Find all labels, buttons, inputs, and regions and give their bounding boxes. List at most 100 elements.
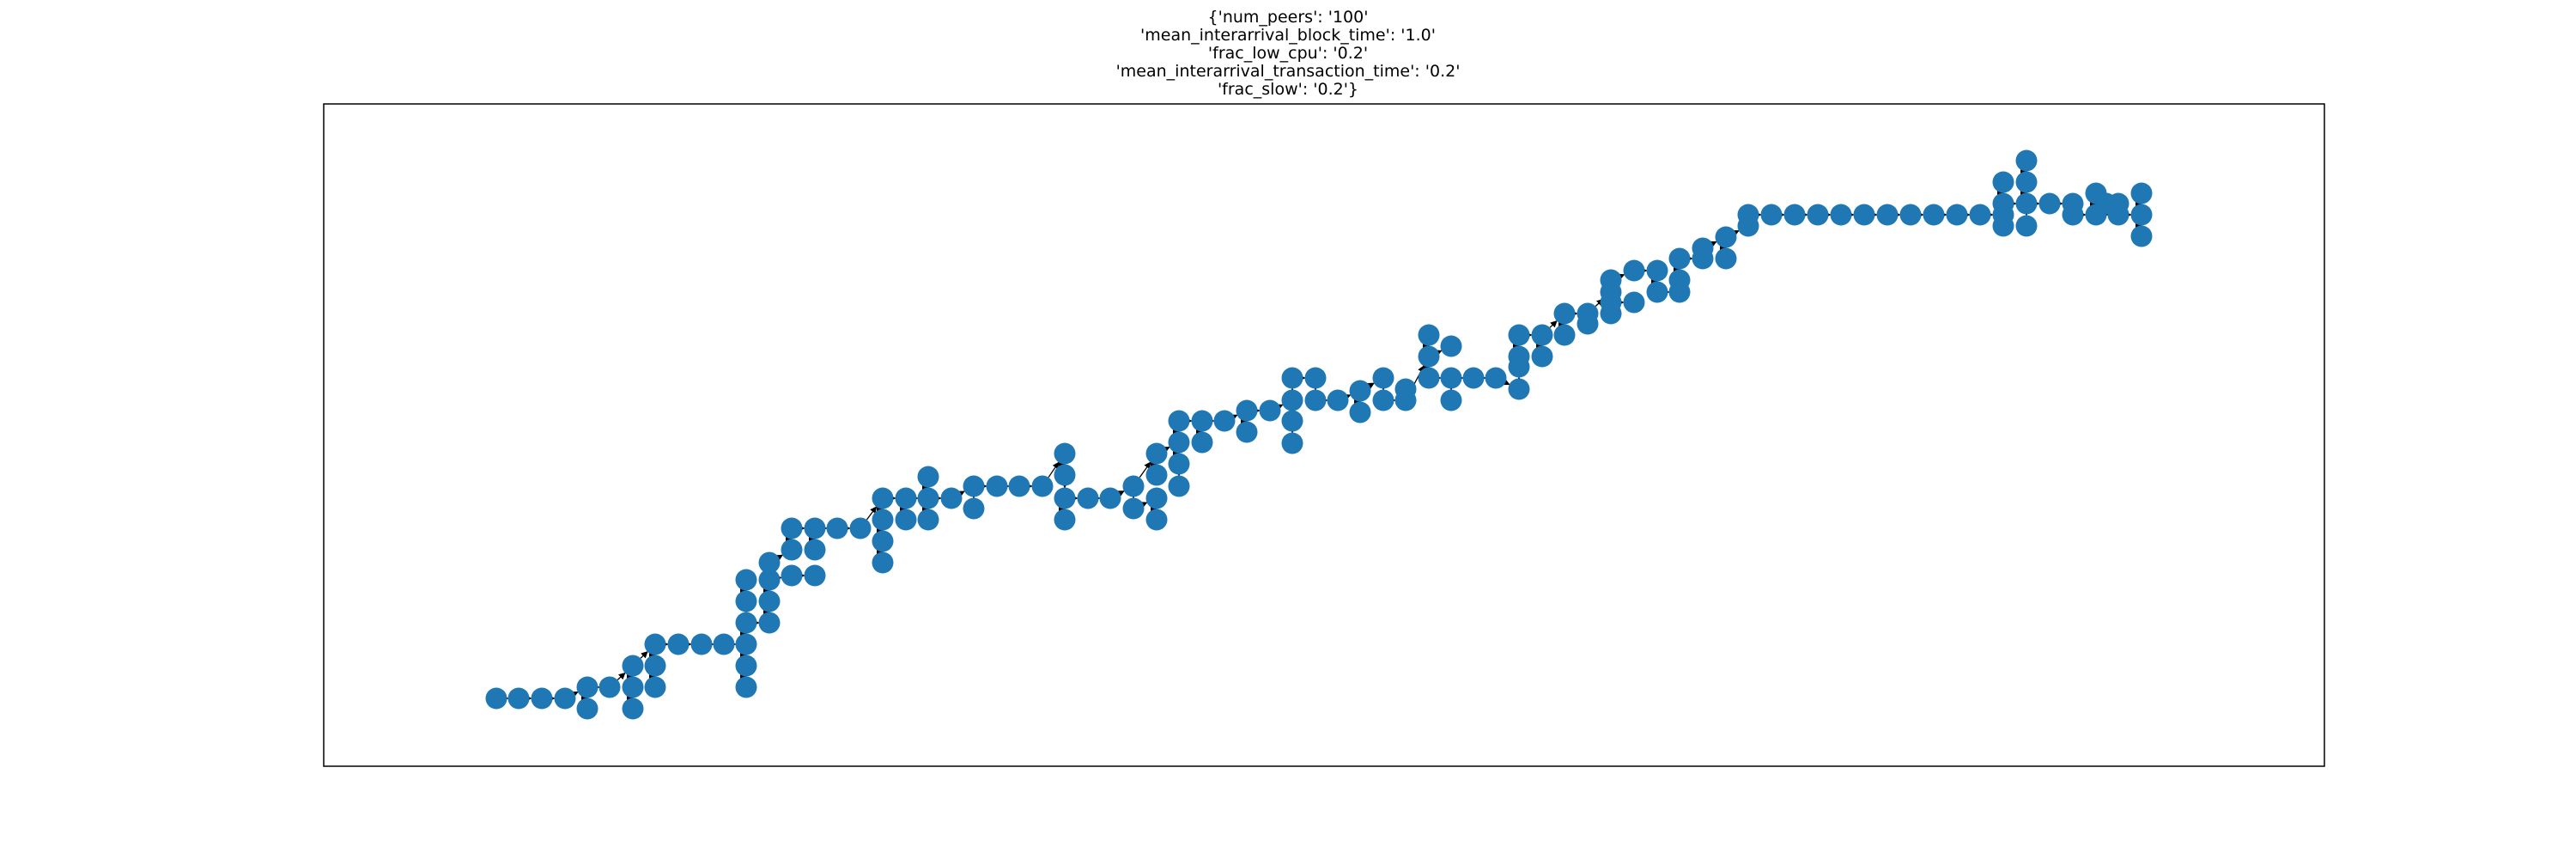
graph-node — [1992, 215, 2014, 237]
graph-node — [1122, 497, 1145, 520]
graph-node — [781, 517, 803, 539]
graph-node — [2095, 192, 2117, 215]
graph-edge — [1048, 461, 1060, 478]
graph-node — [1737, 204, 1759, 226]
graph-node — [531, 687, 553, 710]
figure-title: {'num_peers': '100' 'mean_interarrival_b… — [0, 9, 2576, 99]
graph-node — [781, 539, 803, 561]
graph-node — [895, 509, 917, 531]
graph-node — [1715, 247, 1737, 270]
graph-node — [2015, 215, 2038, 237]
graph-edge — [866, 506, 878, 521]
graph-node — [622, 698, 644, 720]
graph-node — [1668, 247, 1691, 270]
graph-node — [1236, 421, 1258, 443]
graph-node — [1807, 204, 1829, 226]
plot-frame — [323, 103, 2325, 767]
graph-node — [1646, 259, 1668, 282]
graph-node — [1168, 475, 1190, 497]
graph-node — [940, 487, 963, 509]
graph-node — [1600, 269, 1622, 291]
graph-edge — [640, 650, 648, 659]
graph-node — [1259, 399, 1281, 422]
graph-node — [1031, 475, 1054, 497]
graph-edge — [570, 691, 579, 698]
graph-node — [1969, 204, 1991, 226]
graph-node — [644, 633, 666, 655]
graph-node — [1760, 204, 1783, 226]
graph-edge — [1116, 490, 1125, 497]
title-line-4: 'mean_interarrival_transaction_time': '0… — [1115, 62, 1461, 81]
graph-node — [963, 475, 985, 497]
graph-node — [1213, 410, 1236, 432]
graph-node — [2130, 225, 2153, 247]
graph-node — [735, 676, 757, 698]
graph-node — [576, 676, 598, 698]
graph-node — [758, 551, 781, 574]
graph-edge — [775, 554, 784, 562]
graph-node — [1168, 410, 1190, 432]
graph-node — [644, 655, 666, 677]
graph-node — [872, 509, 894, 531]
graph-node — [485, 687, 507, 710]
graph-edge — [957, 490, 965, 497]
graph-edge — [1162, 447, 1170, 454]
graph-node — [1145, 464, 1168, 486]
graph-node — [1236, 399, 1258, 422]
graph-node — [735, 569, 757, 591]
graph-node — [1327, 389, 1349, 411]
graph-node — [1418, 324, 1440, 346]
graph-node — [986, 475, 1008, 497]
graph-node — [895, 487, 917, 509]
graph-node — [1418, 345, 1440, 368]
graph-node — [1876, 204, 1899, 226]
graph-node — [1623, 291, 1645, 314]
graph-node — [826, 517, 848, 539]
graph-node — [1054, 442, 1076, 465]
graph-node — [1145, 509, 1168, 531]
graph-node — [804, 517, 826, 539]
graph-node — [1992, 171, 2014, 193]
graph-node — [2015, 171, 2038, 193]
graph-node — [1946, 204, 1968, 226]
graph-edge — [1275, 404, 1284, 411]
graph-node — [917, 466, 939, 488]
graph-node — [872, 530, 894, 552]
graph-node — [735, 633, 757, 655]
graph-node — [735, 655, 757, 677]
graph-node — [1008, 475, 1030, 497]
graph-node — [1440, 335, 1462, 357]
graph-node — [622, 676, 644, 698]
graph-node — [2015, 192, 2038, 215]
graph-node — [735, 612, 757, 634]
graph-node — [872, 551, 894, 574]
graph-edge — [1367, 382, 1375, 389]
graph-node — [1304, 367, 1327, 389]
graph-node — [1553, 324, 1576, 346]
nodes-layer — [485, 149, 2153, 720]
graph-edge — [1549, 320, 1558, 328]
graph-node — [1054, 509, 1076, 531]
graph-edge — [617, 672, 626, 680]
graph-node — [1508, 345, 1530, 368]
graph-node — [917, 487, 939, 509]
graph-node — [1122, 475, 1145, 497]
graph-node — [507, 687, 530, 710]
graph-edge — [1731, 230, 1740, 237]
title-line-1: {'num_peers': '100' — [1207, 8, 1369, 27]
graph-node — [1304, 389, 1327, 411]
graph-node — [917, 509, 939, 531]
graph-node — [1440, 389, 1462, 411]
title-line-3: 'frac_low_cpu': '0.2' — [1207, 44, 1369, 63]
graph-node — [1281, 410, 1303, 432]
graph-node — [1281, 367, 1303, 389]
graph-node — [1553, 302, 1576, 325]
graph-node — [1623, 259, 1645, 282]
graph-node — [1830, 204, 1852, 226]
graph-node — [1783, 204, 1806, 226]
graph-node — [576, 698, 598, 720]
graph-node — [1099, 487, 1121, 509]
graph-node — [1668, 269, 1691, 291]
graph-node — [598, 676, 621, 698]
graph-node — [1168, 453, 1190, 475]
